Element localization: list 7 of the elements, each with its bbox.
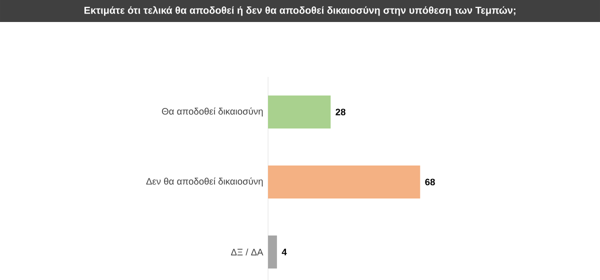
y-tick-label: Θα αποδοθεί δικαιοσύνη xyxy=(162,108,263,116)
y-tick-label: Δεν θα αποδοθεί δικαιοσύνη xyxy=(146,178,263,186)
data-label: 4 xyxy=(282,248,287,256)
chart-title: Εκτιμάτε ότι τελικά θα αποδοθεί ή δεν θα αποδοθεί δικαιοσύνη στην υπόθεση των Τεμπών; xyxy=(84,6,516,16)
data-label: 28 xyxy=(336,108,346,116)
data-label: 68 xyxy=(425,178,435,186)
y-tick-label: ΔΞ / ΔΑ xyxy=(231,248,264,256)
